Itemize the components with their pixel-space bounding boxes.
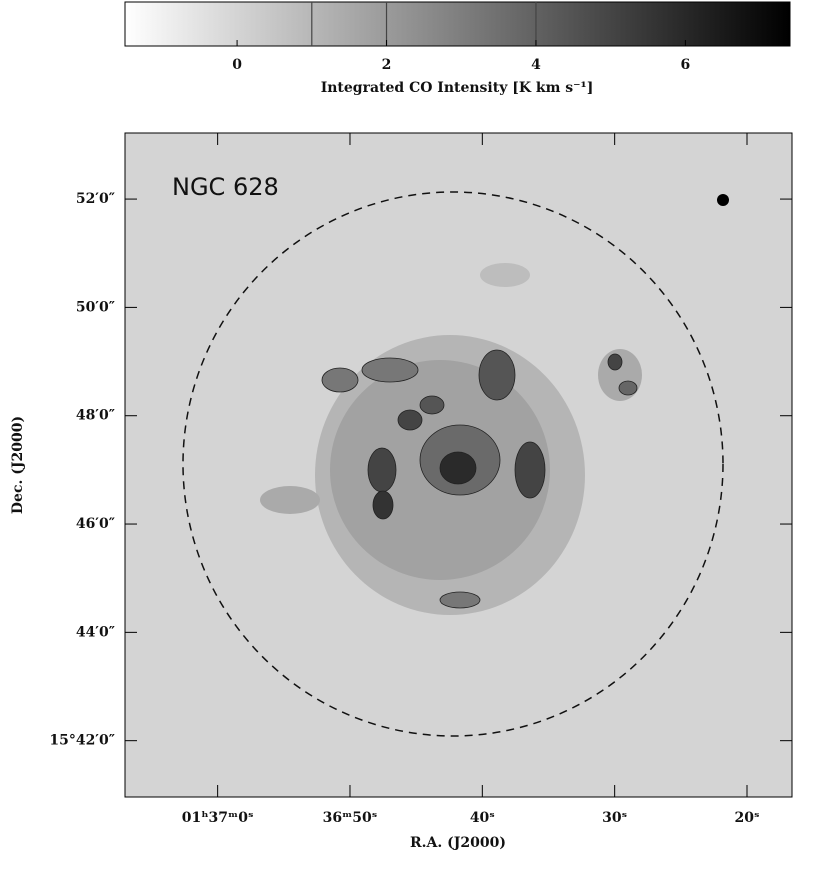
colorbar-label: Integrated CO Intensity [K km s⁻¹]: [321, 80, 594, 96]
x-tick-label: 30ˢ: [602, 810, 627, 826]
colorbar-tick-label: 0: [232, 57, 242, 73]
y-tick-label: 44′0″: [76, 624, 115, 640]
colorbar-tick-label: 2: [382, 57, 392, 73]
x-axis-label: R.A. (J2000): [410, 835, 506, 851]
colorbar-tick-label: 6: [681, 57, 691, 73]
colorbar: [124, 1, 791, 47]
galaxy-emission: [260, 263, 642, 615]
annotation: NGC 628: [172, 173, 279, 201]
y-axis-label: Dec. (J2000): [10, 416, 26, 514]
x-tick-label: 01ʰ37ᵐ0ˢ: [182, 810, 254, 826]
field-of-view: [182, 191, 724, 737]
beam: [717, 194, 729, 206]
y-tick-label: 52′0″: [76, 191, 115, 207]
x-tick-label: 40ˢ: [470, 810, 495, 826]
y-tick-label: 15°42′0″: [49, 733, 115, 749]
y-tick-label: 46′0″: [76, 516, 115, 532]
colorbar-tick-label: 4: [531, 57, 541, 73]
x-tick-label: 20ˢ: [734, 810, 759, 826]
x-tick-label: 36ᵐ50ˢ: [323, 810, 378, 826]
y-tick-label: 48′0″: [76, 408, 115, 424]
y-tick-label: 50′0″: [76, 299, 115, 315]
